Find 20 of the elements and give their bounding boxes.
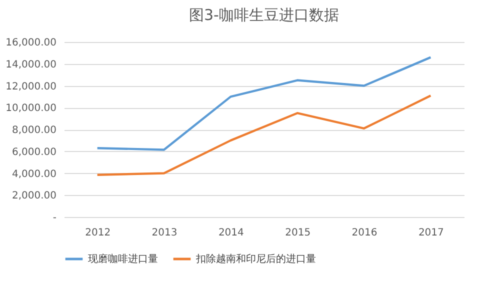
y-tick-label: 4,000.00: [12, 168, 56, 180]
y-tick-label: 6,000.00: [12, 146, 56, 158]
chart-title: 图3-咖啡生豆进口数据: [189, 6, 339, 24]
y-tick-label: -: [52, 212, 57, 224]
x-tick-label: 2017: [418, 228, 444, 238]
x-tick-label: 2013: [152, 228, 178, 238]
y-tick-label: 8,000.00: [12, 125, 56, 136]
y-tick-label: 2,000.00: [12, 190, 56, 202]
legend-label: 扣除越南和印尼后的进口量: [195, 253, 316, 265]
x-tick-label: 2012: [85, 228, 111, 238]
x-tick-label: 2014: [218, 228, 244, 238]
y-tick-label: 12,000.00: [6, 81, 56, 92]
line-series: [96, 56, 432, 151]
legend-label: 现磨咖啡进口量: [88, 253, 158, 265]
x-tick-label: 2015: [285, 228, 311, 238]
line-series: [96, 94, 432, 176]
x-tick-label: 2016: [352, 228, 378, 238]
y-tick-label: 16,000.00: [6, 38, 56, 48]
y-tick-label: 14,000.00: [6, 59, 56, 70]
y-tick-label: 10,000.00: [6, 103, 56, 114]
